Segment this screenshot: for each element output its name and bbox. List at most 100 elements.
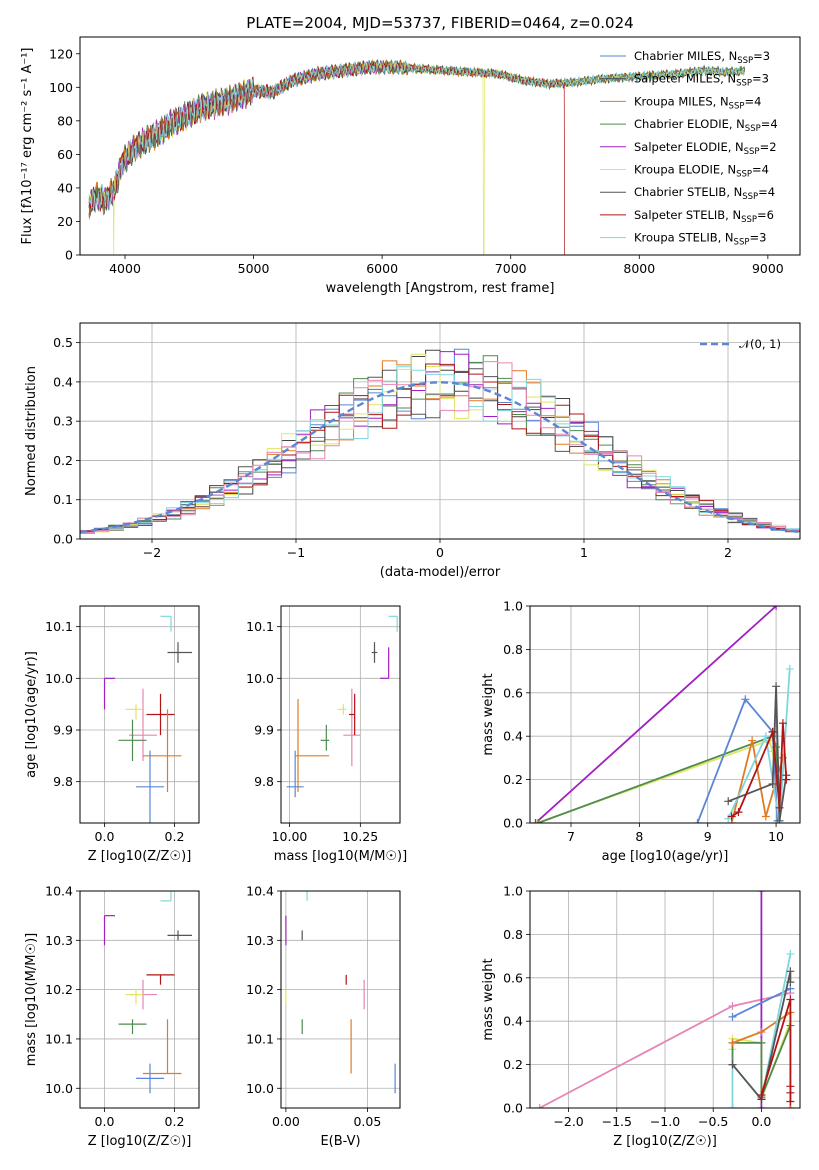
y-tick-label: 10.2 (45, 982, 73, 997)
y-axis-label: Flux [fλ10⁻¹⁷ erg cm⁻² s⁻¹ A⁻¹] (20, 48, 35, 245)
weight-chabrier-miles (732, 987, 791, 1018)
y-tick-label: 9.8 (254, 774, 274, 789)
x-tick-label: 8 (635, 829, 643, 844)
legend-label: Kroupa STELIB, N (634, 231, 734, 245)
errorbars (103, 615, 192, 823)
weight-marker (724, 797, 733, 806)
histogram-series (80, 363, 800, 532)
weight-salpeter-stelib (731, 723, 788, 818)
y-tick-label: 1.0 (503, 884, 523, 899)
panel-frame (280, 605, 401, 824)
x-axis-label: age [log10(age/yr)] (602, 849, 729, 864)
y-tick-label: 9.8 (53, 774, 73, 789)
y-tick-label: 10.3 (45, 933, 73, 948)
y-tick-label: 10.0 (45, 1081, 73, 1096)
legend-sub: SSP (729, 101, 745, 111)
weight-marker (768, 779, 777, 788)
legend-label: Salpeter MILES, N (634, 72, 736, 86)
y-tick-label: 0.0 (53, 532, 73, 547)
weight-marker (775, 816, 784, 823)
y-tick-label: 9.9 (254, 723, 274, 738)
spectrum-kroupa-stelib (88, 59, 746, 211)
errorbars (286, 615, 398, 798)
legend-entry: 𝒩(0, 1) (739, 337, 781, 351)
y-tick-label: 0.4 (53, 374, 73, 389)
x-tick-label: 2 (724, 545, 732, 560)
legend-entry: Kroupa ELODIE, NSSP=4 (634, 163, 769, 180)
legend-label: Chabrier STELIB, N (634, 185, 742, 199)
weight-marker (531, 819, 540, 823)
legend-sub: SSP (744, 147, 760, 157)
y-tick-label: 10.1 (45, 1031, 73, 1046)
legend-entry: Kroupa MILES, NSSP=4 (634, 94, 761, 111)
panel-frame (280, 890, 401, 1109)
legend-sub: SSP (742, 192, 758, 202)
weight-marker (728, 1002, 737, 1011)
weight-marker (782, 775, 791, 784)
y-tick-label: 120 (49, 46, 73, 61)
x-axis-label: wavelength [Angstrom, rest frame] (326, 281, 555, 296)
y-tick-label: 10.1 (45, 619, 73, 634)
legend-sub: SSP (741, 215, 757, 225)
y-tick-label: 10.4 (246, 884, 274, 899)
x-tick-label: 9000 (752, 261, 784, 276)
x-axis-label: (data-model)/error (380, 565, 501, 580)
y-tick-label: 10.4 (45, 884, 73, 899)
legend-suffix: =6 (757, 208, 774, 222)
weight-marker (786, 1097, 795, 1106)
y-axis-label: age [log10(age/yr)] (24, 651, 39, 778)
x-tick-label: 4000 (109, 261, 141, 276)
errorbars (285, 891, 396, 1094)
y-tick-label: 10.3 (246, 933, 274, 948)
weight-salpeter-elodie (534, 606, 777, 823)
weight-marker (786, 978, 795, 987)
legend-entry: Chabrier MILES, NSSP=3 (634, 49, 770, 66)
weight-marker (757, 1028, 766, 1037)
errorbars (103, 891, 192, 1094)
weight-marker (778, 719, 787, 728)
weight-chabrier-stelib (731, 971, 792, 1102)
y-tick-label: 0.6 (503, 685, 523, 700)
y-axis-label: mass weight (481, 958, 496, 1040)
weight-marker (757, 891, 766, 895)
weight-marker (734, 808, 743, 817)
legend-entry: Chabrier ELODIE, NSSP=4 (634, 117, 778, 134)
y-tick-label: 60 (57, 147, 73, 162)
x-tick-label: 0 (436, 545, 444, 560)
y-tick-label: 9.9 (53, 723, 73, 738)
y-tick-label: 0.8 (503, 642, 523, 657)
x-tick-label: −1.5 (602, 1114, 632, 1129)
y-tick-label: 0.0 (503, 816, 523, 831)
y-axis-label: mass weight (481, 673, 496, 755)
y-tick-label: 100 (49, 80, 73, 95)
x-tick-label: 0.05 (353, 1114, 381, 1129)
legend-sub: SSP (734, 238, 750, 248)
weight-marker (785, 664, 794, 673)
panel-frame (529, 605, 801, 824)
weight-marker (761, 732, 770, 741)
spectrum-salpeter-stelib (88, 60, 566, 255)
panel-frame (79, 890, 200, 1109)
x-tick-label: 9 (704, 829, 712, 844)
legend-label: Kroupa MILES, N (634, 94, 729, 108)
legend-entry: Chabrier STELIB, NSSP=4 (634, 185, 775, 202)
y-axis-label: Normed distribution (24, 366, 39, 496)
normal-curve (80, 381, 800, 534)
panel-frame (529, 890, 801, 1109)
legend-suffix: =3 (753, 49, 770, 63)
x-axis-label: Z [log10(Z/Z☉)] (613, 1134, 717, 1149)
x-tick-label: 0.2 (165, 829, 185, 844)
legend-label: Salpeter ELODIE, N (634, 140, 744, 154)
y-tick-label: 1.0 (503, 599, 523, 614)
x-tick-label: −2.0 (553, 1114, 583, 1129)
y-tick-label: 0.5 (53, 335, 73, 350)
legend-sub: SSP (737, 56, 753, 66)
weight-marker (693, 819, 702, 823)
weight-marker (772, 682, 781, 691)
weight-marker (534, 819, 543, 823)
weight-marker (786, 967, 795, 976)
y-tick-label: 0.2 (503, 1057, 523, 1072)
weight-marker (786, 949, 795, 958)
legend-label: Salpeter STELIB, N (634, 208, 741, 222)
